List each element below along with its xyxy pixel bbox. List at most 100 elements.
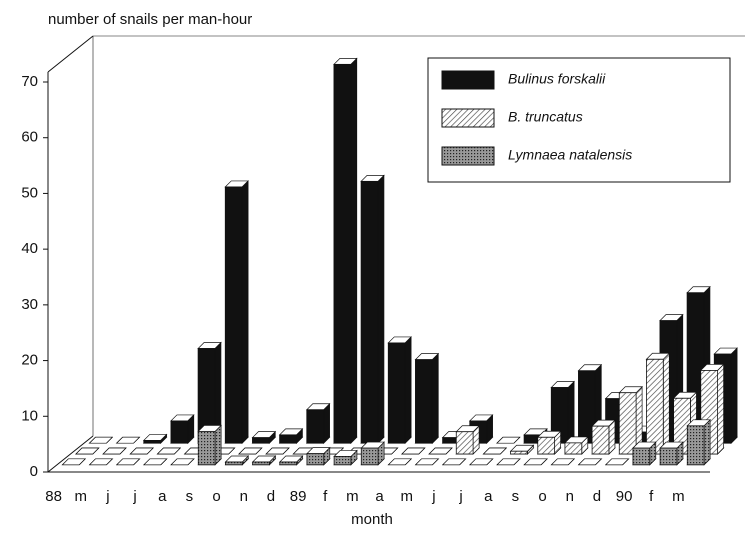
legend-swatch [441,108,495,128]
y-tick-label: 30 [21,296,38,313]
legend-label: Bulinus forskalii [508,71,606,87]
bar-3d [414,458,440,466]
bar-top [441,458,467,466]
bar [306,409,325,444]
bar [510,450,528,455]
bar-top [604,458,630,466]
bar-top [75,447,100,455]
bar-3d [659,441,684,466]
x-tick-label: n [240,488,248,505]
x-tick-label: j [431,488,435,505]
bar-side [730,347,738,445]
bar-3d [88,436,114,444]
bar [632,447,651,466]
legend-swatch [441,70,495,90]
x-tick-label: f [323,488,328,505]
x-tick-label: a [484,488,493,505]
bar-top [102,447,127,455]
y-tick-label: 60 [21,129,38,146]
x-tick-label: m [75,488,88,505]
x-tick-label: j [132,488,136,505]
bar-3d [251,430,277,445]
bar [279,434,297,444]
bar-side [323,402,330,445]
bar-3d [224,180,249,445]
bar-3d [686,418,711,466]
bar-3d [550,380,575,445]
bar [646,358,664,455]
bar-3d [306,446,331,466]
bar-top [61,458,87,466]
bar-top [143,458,168,466]
bar-3d [333,57,358,445]
bar-top [496,458,521,466]
x-axis-label: month [351,511,393,528]
bar [415,359,433,444]
bar-3d [550,458,576,466]
bar [537,436,556,455]
bar-3d [455,424,480,455]
bar-3d [523,458,548,466]
x-tick-label: o [538,488,546,505]
bar-top [523,458,548,466]
bar-3d [170,414,195,445]
bar [197,430,216,466]
bar-3d [645,352,671,455]
bar-3d [115,458,141,466]
bar [170,420,189,444]
bar-3d [156,447,182,455]
bar-3d [61,458,87,466]
y-tick-label: 20 [21,352,38,369]
x-tick-label: d [267,488,275,505]
bar [225,461,243,466]
x-tick-label: 89 [290,488,307,505]
bar-top [129,447,154,455]
bar-top [482,447,508,455]
bar [333,456,352,466]
bar-3d [142,433,168,445]
bar-3d [170,458,195,466]
bar [279,461,298,466]
bar-3d [428,447,453,455]
bar-side [662,352,670,455]
bar-3d [278,427,304,445]
x-tick-label: m [672,488,685,505]
bar-3d [360,441,385,466]
floor-edge [47,435,94,473]
x-tick-label: j [105,488,109,505]
bar-3d [305,402,331,445]
bar-top [428,447,453,455]
bar [333,63,352,444]
bar-side [717,363,724,455]
x-tick-label: n [566,488,574,505]
bar-side [703,418,711,466]
bar [306,453,325,466]
bar [360,180,379,444]
bar-3d [387,458,413,466]
bar [686,425,705,466]
x-tick-label: f [649,488,654,505]
x-tick-label: d [593,488,601,505]
x-tick-label: a [158,488,167,505]
bar-3d [129,447,154,455]
bar-3d [278,455,304,466]
bar-top [88,436,114,444]
wall-edge [47,35,94,73]
bar [455,431,474,455]
x-tick-label: 90 [616,488,633,505]
bar [564,442,583,455]
x-tick-label: j [458,488,462,505]
bar-top [577,458,603,466]
bar [143,440,162,444]
bar-top [469,458,494,466]
bar-3d [387,336,412,445]
bar [252,437,270,444]
bar-3d [414,352,440,445]
bar-3d [333,449,358,466]
legend-label: B. truncatus [508,109,583,125]
bar-3d [401,447,426,455]
bar-side [567,380,575,445]
bar-3d [496,436,521,444]
bar-3d [224,455,250,466]
